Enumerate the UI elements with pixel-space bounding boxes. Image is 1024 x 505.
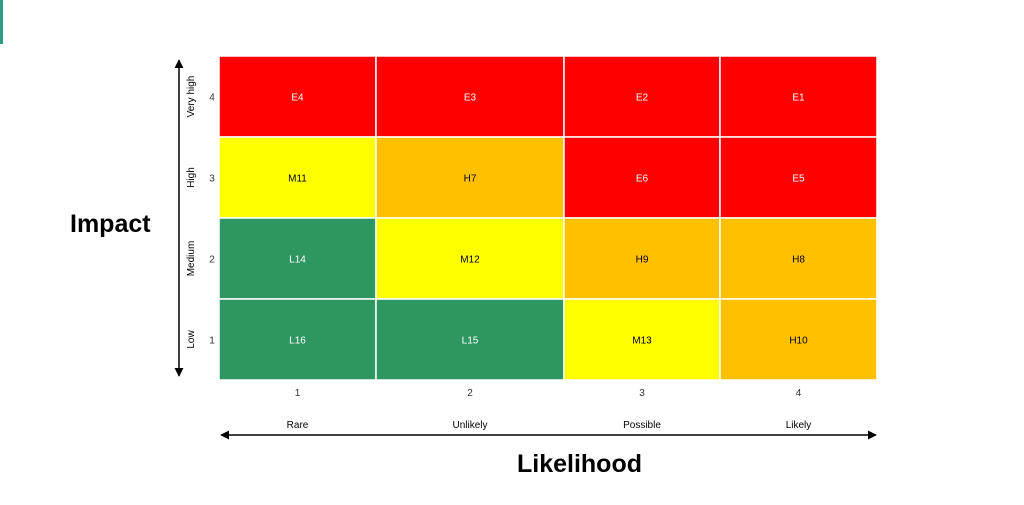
risk-cell-label: E6 <box>636 174 649 185</box>
impact-category-label: High <box>186 167 197 188</box>
cells-layer <box>218 55 878 381</box>
likelihood-axis-title: Likelihood <box>517 450 642 478</box>
likelihood-tick-label: 2 <box>467 388 473 399</box>
risk-cell-label: E5 <box>792 174 805 185</box>
risk-cell-e1 <box>719 55 878 138</box>
corner-accent-bar <box>0 0 3 44</box>
risk-cell-m12 <box>375 217 565 300</box>
impact-tick-label: 2 <box>209 255 215 266</box>
risk-cell-label: E4 <box>291 93 304 104</box>
likelihood-tick-label: 3 <box>639 388 645 399</box>
impact-category-label: Very high <box>186 76 197 118</box>
risk-cell-label: M11 <box>288 174 307 185</box>
impact-tick-label: 1 <box>209 336 215 347</box>
likelihood-category-label: Likely <box>786 420 812 431</box>
risk-cell-label: E2 <box>636 93 649 104</box>
risk-cell-label: E3 <box>464 93 477 104</box>
risk-cell-e4 <box>218 55 377 138</box>
risk-cell-label: M13 <box>632 336 652 347</box>
axes-layer: Low 1 Medium 2 High 3 Very high 4 1 Rare 2 Unlikely… <box>174 59 877 440</box>
risk-cell-m13 <box>563 298 721 381</box>
risk-cell-h10 <box>719 298 878 381</box>
risk-cell-h9 <box>563 217 721 300</box>
risk-cell-h8 <box>719 217 878 300</box>
risk-cell-l14 <box>218 217 377 300</box>
likelihood-category-label: Rare <box>287 420 309 431</box>
risk-cell-h7 <box>375 136 565 219</box>
likelihood-tick-label: 4 <box>796 388 802 399</box>
risk-cell-e2 <box>563 55 721 138</box>
likelihood-category-label: Possible <box>623 420 661 431</box>
risk-cell-l16 <box>218 298 377 381</box>
risk-cell-e3 <box>375 55 565 138</box>
risk-cell-label: H7 <box>464 174 477 185</box>
risk-cell-label: H8 <box>792 255 805 266</box>
risk-cell-label: E1 <box>792 93 805 104</box>
impact-tick-label: 3 <box>209 174 215 185</box>
risk-cell-label: M12 <box>460 255 480 266</box>
risk-cell-l15 <box>375 298 565 381</box>
impact-axis-title: Impact <box>70 210 151 238</box>
risk-cell-label: H9 <box>636 255 649 266</box>
impact-category-label: Medium <box>186 241 197 277</box>
impact-tick-label: 4 <box>209 93 215 104</box>
risk-cell-m11 <box>218 136 377 219</box>
labels-layer: E4 E3 E2 E1 M11 H7 E6 E5 L14 M12 H9 H8 L16 L15 M13 H10 <box>288 93 808 347</box>
risk-cell-label: H10 <box>789 336 808 347</box>
risk-cell-label: L15 <box>462 336 479 347</box>
risk-cell-label: L16 <box>289 336 306 347</box>
likelihood-tick-label: 1 <box>295 388 301 399</box>
likelihood-category-label: Unlikely <box>452 420 487 431</box>
impact-category-label: Low <box>186 330 197 349</box>
risk-cell-label: L14 <box>289 255 306 266</box>
